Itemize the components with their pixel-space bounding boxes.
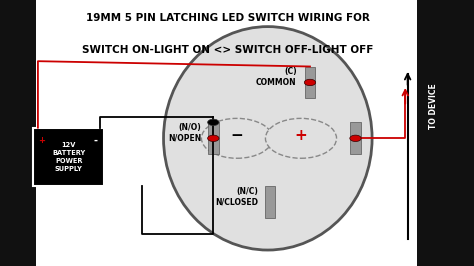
FancyBboxPatch shape [208, 122, 219, 154]
Text: (N/O)
N/OPEN: (N/O) N/OPEN [168, 123, 201, 143]
Circle shape [265, 118, 337, 158]
Circle shape [208, 135, 219, 142]
FancyBboxPatch shape [417, 0, 474, 266]
Text: SWITCH ON-LIGHT ON <> SWITCH OFF-LIGHT OFF: SWITCH ON-LIGHT ON <> SWITCH OFF-LIGHT O… [82, 45, 373, 55]
FancyBboxPatch shape [350, 122, 361, 154]
Ellipse shape [164, 27, 372, 250]
Text: +: + [295, 128, 307, 143]
Text: TO DEVICE: TO DEVICE [429, 84, 438, 129]
Text: 12V
BATTERY
POWER
SUPPLY: 12V BATTERY POWER SUPPLY [52, 142, 85, 172]
Text: +: + [38, 136, 45, 145]
FancyBboxPatch shape [0, 0, 36, 266]
FancyBboxPatch shape [36, 0, 417, 266]
Circle shape [201, 118, 273, 158]
FancyBboxPatch shape [265, 186, 275, 218]
Circle shape [350, 135, 361, 142]
Text: -: - [94, 136, 98, 146]
Text: (C)
COMMON: (C) COMMON [256, 68, 297, 87]
Text: (N/C)
N/CLOSED: (N/C) N/CLOSED [215, 187, 258, 206]
Text: −: − [231, 128, 243, 143]
Text: 19MM 5 PIN LATCHING LED SWITCH WIRING FOR: 19MM 5 PIN LATCHING LED SWITCH WIRING FO… [86, 13, 369, 23]
Circle shape [304, 79, 316, 86]
FancyBboxPatch shape [305, 66, 315, 98]
Circle shape [208, 119, 219, 126]
FancyBboxPatch shape [33, 128, 104, 186]
